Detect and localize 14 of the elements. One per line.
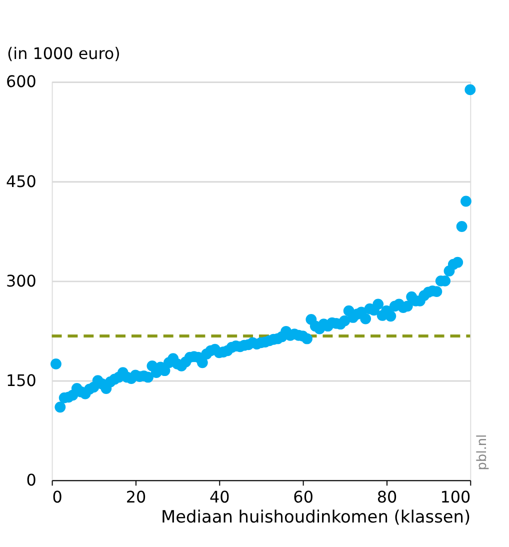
y-tick-label: 600 bbox=[6, 72, 36, 92]
x-tick-label: 100 bbox=[440, 488, 471, 507]
y-tick-label: 450 bbox=[6, 172, 36, 191]
text: pbl.nl bbox=[475, 434, 490, 470]
x-tick-label: 60 bbox=[293, 488, 314, 507]
y-tick-label: 150 bbox=[6, 371, 36, 390]
x-tick-label: 40 bbox=[210, 488, 230, 507]
x-axis-title: Mediaan huishoudinkomen (klassen) bbox=[161, 506, 471, 526]
x-tick-label: 80 bbox=[376, 488, 398, 507]
y-tick-label: 0 bbox=[26, 470, 36, 490]
y-tick-label: 300 bbox=[6, 271, 36, 290]
x-tick-label: 20 bbox=[126, 488, 146, 507]
y-axis-title: (in 1000 euro) bbox=[6, 44, 120, 63]
x-tick-label: 0 bbox=[52, 488, 62, 507]
